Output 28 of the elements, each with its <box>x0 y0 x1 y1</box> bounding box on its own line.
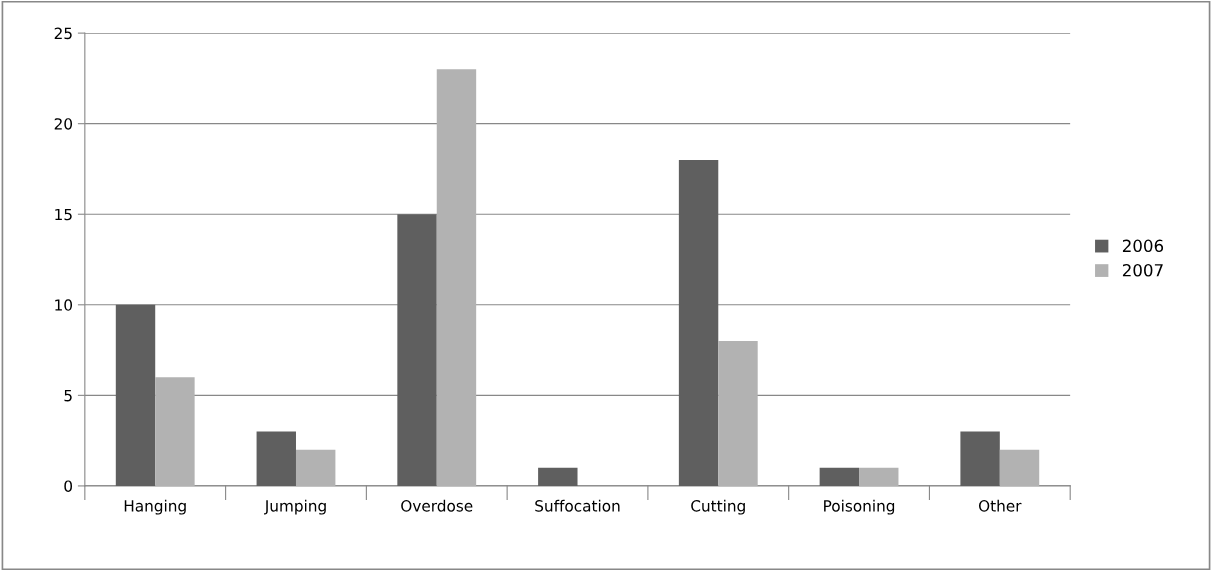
bar <box>960 431 1000 486</box>
x-tick-label: Suffocation <box>535 499 620 512</box>
y-tick-label: 25 <box>54 27 72 40</box>
y-tick-label: 0 <box>64 480 73 492</box>
x-tick-label: Poisoning <box>824 499 895 515</box>
x-tick-label: Other <box>978 499 1022 512</box>
legend-label: 2007 <box>1122 263 1163 277</box>
x-tick-label: Hanging <box>124 499 186 515</box>
x-tick-label: Overdose <box>401 499 473 512</box>
bar <box>155 377 195 486</box>
bar <box>859 467 899 486</box>
bar <box>819 467 860 486</box>
bar <box>538 467 578 486</box>
y-tick-label: 5 <box>64 390 72 402</box>
y-tick-label: 20 <box>54 118 73 130</box>
bar <box>678 159 719 486</box>
bar <box>256 431 296 486</box>
y-tick-label: 15 <box>55 208 72 221</box>
bar <box>115 304 156 486</box>
bar <box>295 449 336 486</box>
bar <box>397 214 437 486</box>
bar <box>718 341 758 486</box>
y-tick-label: 10 <box>55 299 73 311</box>
legend-label: 2006 <box>1122 239 1164 253</box>
x-tick-label: Cutting <box>691 499 745 515</box>
bar <box>436 69 477 486</box>
bar <box>999 449 1040 486</box>
x-tick-label: Jumping <box>264 499 326 515</box>
